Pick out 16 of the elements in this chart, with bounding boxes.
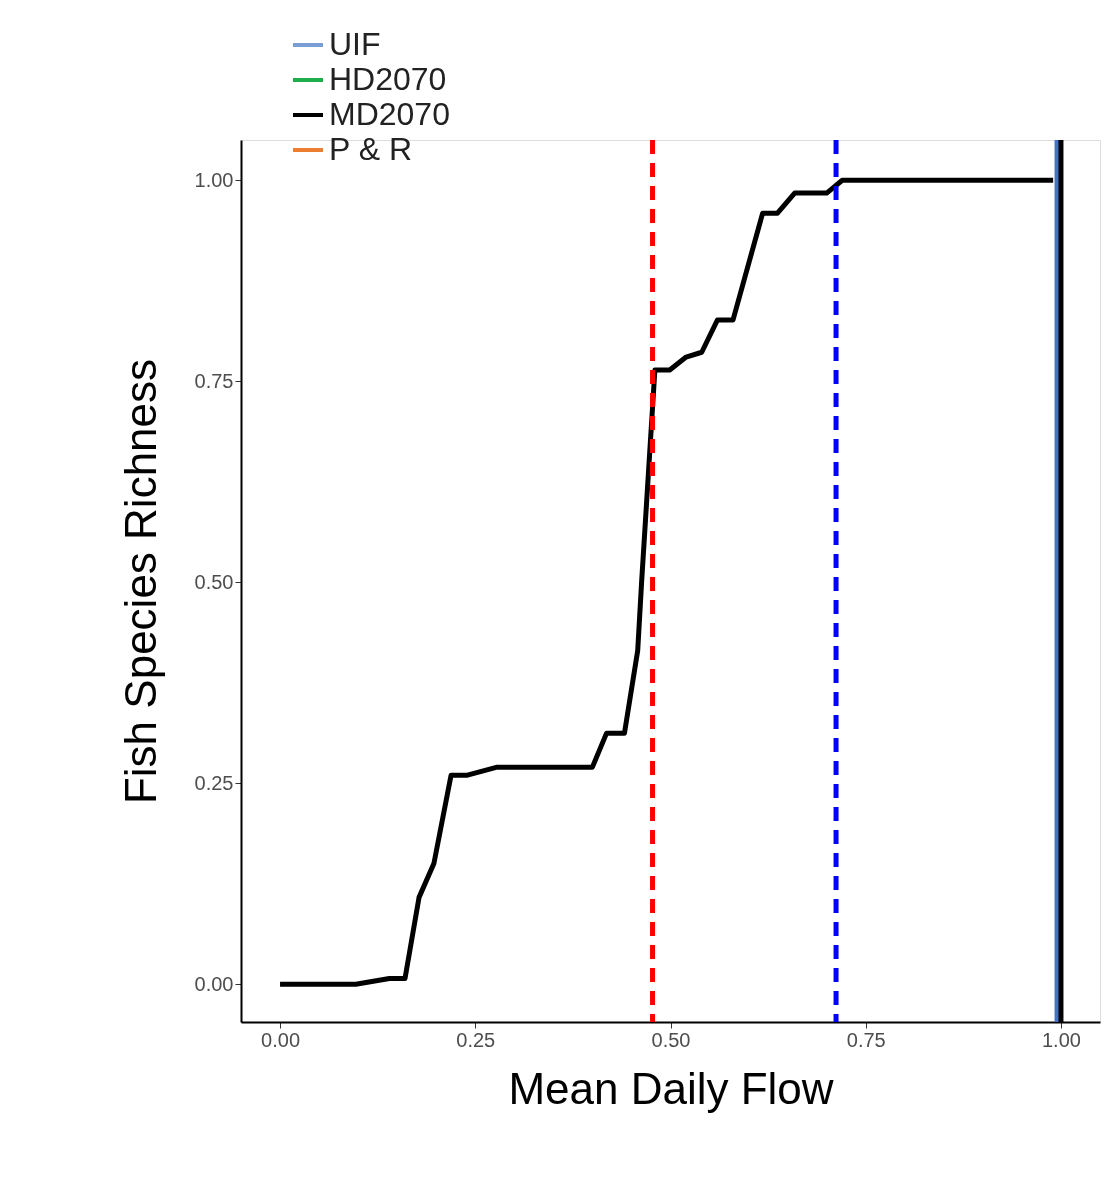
- y-axis-title: Fish Species Richness: [115, 358, 165, 805]
- x-tick-label: 0.00: [261, 1028, 301, 1051]
- x-tick-label: 0.75: [846, 1028, 886, 1051]
- x-axis-title: Mean Daily Flow: [508, 1063, 834, 1113]
- x-tick-label: 1.00: [1041, 1028, 1081, 1051]
- y-tick-label: 0.00: [194, 972, 234, 995]
- legend-label: MD2070: [329, 96, 450, 132]
- y-tick-label: 0.50: [194, 570, 234, 593]
- y-tick-label: 0.25: [194, 771, 234, 794]
- legend-label: HD2070: [329, 61, 447, 97]
- x-tick-label: 0.50: [651, 1028, 691, 1051]
- x-tick-label: 0.25: [456, 1028, 496, 1051]
- legend-label: P & R: [329, 131, 412, 167]
- y-tick-label: 0.75: [194, 369, 234, 392]
- y-tick-label: 1.00: [194, 168, 234, 191]
- legend-label: UIF: [329, 26, 381, 62]
